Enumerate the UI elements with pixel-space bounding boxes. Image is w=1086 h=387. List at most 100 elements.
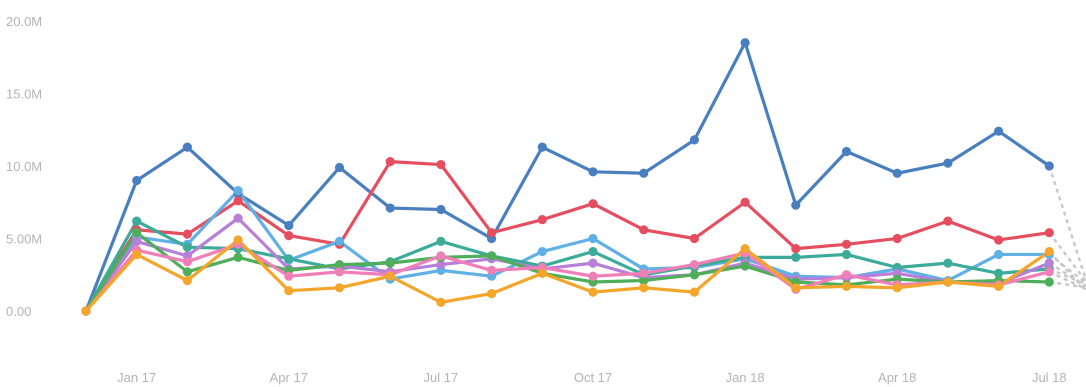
data-point (639, 283, 649, 293)
x-axis: Jan 17 Apr 17 Jul 17 Oct 17 Jan 18 Apr 18 Jul … (117, 370, 1066, 385)
data-point (182, 275, 192, 286)
data-point (689, 233, 700, 244)
data-point (487, 265, 497, 275)
data-point (588, 258, 598, 268)
data-point (132, 249, 142, 260)
data-point (994, 126, 1004, 136)
y-tick-label: 5.00M (6, 232, 42, 247)
data-point (588, 287, 598, 297)
data-point (994, 235, 1004, 245)
data-point (436, 260, 446, 270)
series-line (84, 216, 1051, 313)
data-point (588, 199, 598, 209)
data-point (132, 216, 142, 226)
data-point (334, 267, 345, 277)
data-point (182, 229, 192, 239)
series-projection-tail (1048, 231, 1086, 283)
data-point (182, 142, 192, 152)
series-projection-tail (1048, 165, 1086, 281)
data-point (943, 277, 953, 287)
data-point (994, 268, 1004, 278)
data-point (334, 236, 345, 246)
data-point (182, 257, 192, 267)
series-tails (1048, 165, 1086, 292)
data-point (943, 258, 953, 268)
data-point (689, 260, 700, 270)
data-point (588, 167, 598, 177)
data-point (132, 236, 142, 246)
data-point (81, 306, 91, 316)
data-point (943, 216, 953, 226)
data-point (334, 260, 345, 270)
series-points (81, 38, 1054, 316)
data-point (132, 228, 142, 238)
data-point (233, 196, 243, 206)
y-tick-label: 10.0M (6, 159, 42, 174)
data-point (689, 287, 700, 297)
series-line (84, 238, 1051, 313)
data-point (385, 203, 395, 213)
data-point (740, 261, 750, 271)
x-tick-label: Jul 17 (424, 370, 459, 385)
data-point (436, 204, 446, 215)
data-point (385, 157, 395, 167)
data-point (284, 231, 294, 241)
data-point (740, 244, 750, 254)
data-point (639, 268, 649, 278)
data-point (740, 38, 750, 48)
data-point (841, 249, 852, 260)
data-point (588, 233, 598, 244)
data-point (132, 175, 142, 186)
data-point (943, 158, 953, 168)
y-tick-label: 20.0M (6, 14, 42, 29)
data-point (689, 270, 700, 280)
data-point (1044, 277, 1054, 287)
data-point (841, 281, 852, 291)
data-point (791, 244, 801, 254)
data-point (487, 251, 497, 261)
x-tick-label: Apr 17 (270, 370, 308, 385)
data-point (182, 242, 192, 252)
data-point (436, 236, 446, 246)
data-point (588, 271, 598, 281)
data-point (233, 252, 243, 262)
data-point (1044, 246, 1054, 257)
data-point (233, 186, 243, 196)
y-tick-label: 15.0M (6, 87, 42, 102)
series-line (84, 189, 1051, 313)
data-point (284, 220, 294, 231)
data-point (537, 215, 547, 225)
data-point (994, 281, 1004, 291)
data-point (537, 246, 547, 257)
data-point (892, 233, 902, 244)
data-point (284, 254, 294, 264)
series-line (84, 231, 1051, 313)
data-point (1044, 267, 1054, 277)
data-point (436, 251, 446, 261)
data-point (436, 159, 446, 170)
data-point (791, 252, 801, 262)
data-point (284, 271, 294, 281)
x-tick-label: Jan 18 (726, 370, 765, 385)
data-point (487, 228, 497, 238)
x-tick-label: Jan 17 (117, 370, 156, 385)
data-point (182, 267, 192, 277)
series-lines (84, 41, 1051, 313)
data-point (334, 162, 345, 173)
data-point (334, 283, 345, 293)
data-point (892, 283, 902, 293)
data-point (1044, 161, 1054, 171)
x-tick-label: Apr 18 (878, 370, 916, 385)
data-point (689, 135, 700, 145)
data-point (841, 270, 852, 280)
data-point (639, 275, 649, 286)
data-point (537, 268, 547, 278)
series-line (84, 160, 1051, 313)
data-point (537, 142, 547, 152)
y-tick-label: 0.00 (6, 304, 31, 319)
y-axis: 0.00 5.00M 10.0M 15.0M 20.0M (6, 14, 42, 319)
data-point (639, 225, 649, 235)
series-projection-tail (1049, 280, 1086, 289)
